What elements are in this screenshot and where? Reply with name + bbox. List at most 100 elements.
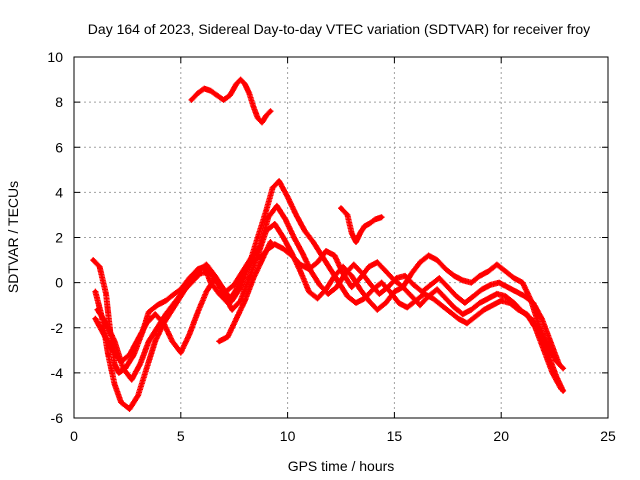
data-point: [379, 280, 384, 285]
data-point: [439, 302, 444, 308]
data-point: [105, 352, 111, 358]
data-point: [454, 293, 459, 299]
data-point: [445, 284, 450, 290]
data-point: [494, 262, 500, 267]
data-point: [426, 253, 431, 258]
data-point: [419, 289, 425, 294]
data-point: [315, 260, 320, 265]
data-point: [272, 242, 277, 247]
data-point: [163, 312, 169, 317]
data-point: [246, 90, 252, 96]
data-point: [221, 97, 226, 103]
data-point: [505, 284, 510, 290]
data-point: [266, 214, 271, 220]
data-point: [195, 309, 201, 315]
data-point: [189, 280, 194, 285]
data-point: [251, 275, 256, 281]
data-point: [264, 208, 269, 213]
data-point: [144, 321, 149, 326]
data-point: [409, 271, 414, 276]
data-point: [469, 307, 474, 312]
data-point: [332, 253, 337, 258]
data-point: [118, 400, 124, 405]
data-point: [462, 300, 468, 306]
data-point: [360, 271, 365, 276]
data-point: [503, 293, 508, 299]
data-point: [452, 305, 457, 310]
data-point: [285, 194, 290, 200]
data-point: [283, 217, 288, 222]
x-tick-label: 15: [387, 428, 403, 444]
data-point: [522, 293, 527, 299]
data-point: [144, 366, 149, 371]
y-tick-label: 0: [55, 275, 63, 291]
y-axis-label: SDTVAR / TECUs: [5, 181, 21, 293]
data-point: [240, 269, 245, 274]
data-series-track-6: [338, 205, 385, 245]
data-point: [197, 271, 203, 276]
data-point: [340, 264, 346, 270]
data-point: [255, 235, 260, 240]
data-point: [202, 86, 207, 91]
data-point: [471, 293, 476, 299]
data-point: [274, 203, 280, 209]
data-point: [366, 264, 371, 270]
data-point: [204, 289, 209, 294]
data-point: [503, 269, 508, 274]
data-point: [110, 348, 115, 353]
data-point: [238, 77, 243, 82]
data-point: [178, 350, 183, 355]
data-point: [402, 273, 408, 279]
data-point: [434, 287, 440, 292]
data-point: [426, 293, 431, 299]
data-point: [291, 235, 297, 240]
data-point: [496, 280, 502, 285]
data-point: [520, 280, 525, 285]
data-point: [460, 312, 465, 317]
data-point: [548, 339, 553, 344]
data-point: [479, 287, 485, 292]
x-tick-label: 25: [600, 428, 616, 444]
data-point: [268, 108, 273, 114]
data-point: [311, 239, 316, 245]
data-point: [251, 104, 256, 109]
data-point: [358, 275, 363, 281]
data-point: [400, 284, 406, 290]
data-point: [172, 300, 177, 306]
data-point: [560, 388, 566, 394]
data-point: [227, 93, 233, 98]
data-point: [276, 178, 282, 184]
data-point: [490, 302, 495, 308]
data-point: [368, 282, 374, 288]
data-point: [351, 262, 357, 267]
data-point: [528, 316, 534, 321]
data-point: [298, 269, 303, 274]
data-point: [556, 361, 562, 367]
data-point: [317, 282, 322, 288]
data-point: [112, 381, 117, 387]
data-point: [93, 289, 98, 294]
data-point: [494, 291, 500, 297]
y-tick-label: 2: [55, 230, 63, 246]
data-point: [486, 269, 491, 274]
data-point: [417, 302, 423, 308]
data-point: [358, 230, 363, 236]
data-point: [366, 221, 371, 227]
data-point: [234, 81, 239, 87]
data-point: [116, 370, 122, 376]
data-point: [443, 296, 448, 301]
x-tick-label: 5: [177, 428, 185, 444]
data-point: [430, 296, 436, 301]
data-point: [225, 334, 230, 339]
data-point: [443, 266, 448, 272]
data-point: [394, 275, 399, 281]
data-point: [146, 309, 151, 315]
data-series-track-4: [94, 202, 562, 383]
y-tick-label: -2: [51, 320, 64, 336]
data-point: [152, 312, 158, 317]
data-point: [206, 269, 211, 274]
data-point: [417, 260, 423, 265]
data-point: [214, 93, 220, 98]
data-point: [163, 298, 169, 303]
data-point: [452, 273, 457, 279]
